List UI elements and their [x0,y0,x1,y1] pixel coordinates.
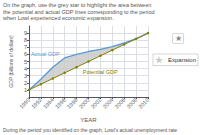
svg-text:Potential GDP: Potential GDP [83,69,118,75]
svg-text:4: 4 [24,66,27,72]
svg-text:1994: 1994 [42,97,55,110]
svg-text:6: 6 [24,51,27,57]
svg-text:During the period you identifi: During the period you identified on the … [3,127,177,133]
svg-text:3: 3 [24,73,27,79]
svg-text:the potential and actual GDP l: the potential and actual GDP lines corre… [3,9,156,15]
svg-text:8: 8 [24,37,27,43]
svg-text:2010: 2010 [137,97,150,110]
svg-text:1: 1 [24,87,27,93]
svg-text:2002: 2002 [90,97,103,110]
svg-text:7: 7 [24,44,27,50]
svg-text:2: 2 [24,80,27,86]
svg-text:2000: 2000 [78,97,91,110]
svg-text:On the graph, use the grey sta: On the graph, use the grey star to highl… [3,2,153,8]
svg-text:1996: 1996 [54,97,67,110]
svg-text:★: ★ [175,34,182,43]
svg-text:1992: 1992 [30,97,43,110]
svg-text:2004: 2004 [102,97,115,110]
svg-text:YEAR: YEAR [80,117,97,123]
svg-text:5: 5 [24,59,27,65]
svg-text:when Lowl experienced economic: when Lowl experienced economic expansion… [2,15,114,21]
svg-text:9: 9 [24,30,27,36]
svg-text:Actual GDP: Actual GDP [31,51,60,57]
svg-text:1990: 1990 [18,97,31,110]
svg-text:Expansion: Expansion [168,57,196,63]
svg-text:1998: 1998 [66,97,79,110]
svg-text:2008: 2008 [125,97,138,110]
svg-text:GDP (billions of dollars): GDP (billions of dollars) [8,35,14,88]
svg-text:2006: 2006 [113,97,126,110]
